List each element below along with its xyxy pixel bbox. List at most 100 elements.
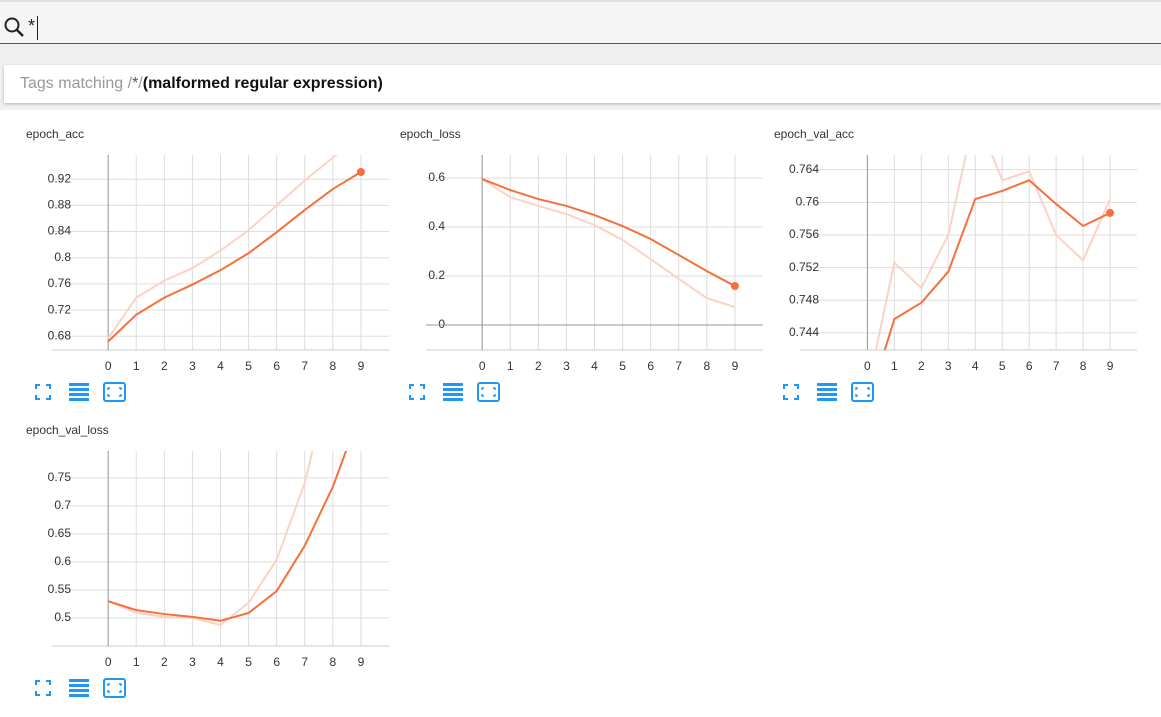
icon bbox=[443, 383, 463, 386]
icon bbox=[443, 393, 463, 396]
y-tick-label: 0.8 bbox=[54, 250, 71, 264]
chart-title: epoch_loss bbox=[400, 127, 461, 141]
icon bbox=[69, 679, 89, 682]
y-tick-label: 0.744 bbox=[789, 325, 819, 339]
last-point bbox=[730, 282, 739, 291]
icon bbox=[443, 388, 463, 391]
icon bbox=[69, 398, 89, 401]
x-tick-label: 8 bbox=[329, 359, 336, 373]
series-line bbox=[874, 155, 1111, 350]
icon bbox=[69, 694, 89, 697]
icon bbox=[69, 689, 89, 692]
x-tick-label: 1 bbox=[507, 359, 514, 373]
y-tick-label: 0.748 bbox=[789, 292, 819, 306]
x-tick-label: 3 bbox=[189, 655, 196, 669]
fit-domain-button[interactable] bbox=[103, 678, 126, 698]
last-point bbox=[356, 168, 365, 177]
x-tick-label: 9 bbox=[358, 655, 365, 669]
x-tick-label: 2 bbox=[918, 359, 925, 373]
icon bbox=[107, 387, 122, 397]
x-tick-label: 0 bbox=[479, 359, 486, 373]
log-scale-button[interactable] bbox=[69, 383, 89, 401]
x-tick-label: 0 bbox=[864, 359, 871, 373]
icon bbox=[103, 382, 126, 402]
x-tick-label: 0 bbox=[105, 655, 112, 669]
icon bbox=[69, 684, 89, 687]
x-tick-label: 7 bbox=[301, 655, 308, 669]
x-tick-label: 5 bbox=[245, 359, 252, 373]
x-tick-label: 7 bbox=[301, 359, 308, 373]
series-line bbox=[481, 178, 736, 287]
x-tick-label: 4 bbox=[591, 359, 598, 373]
x-tick-label: 9 bbox=[732, 359, 739, 373]
series-line bbox=[107, 171, 362, 343]
x-tick-label: 4 bbox=[217, 359, 224, 373]
log-scale-button[interactable] bbox=[443, 383, 463, 401]
plot bbox=[107, 155, 365, 343]
y-tick-label: 0.88 bbox=[48, 198, 72, 212]
fullscreen-button[interactable] bbox=[35, 680, 51, 696]
x-tick-label: 2 bbox=[161, 359, 168, 373]
x-tick-label: 0 bbox=[105, 359, 112, 373]
y-tick-label: 0.764 bbox=[789, 162, 819, 176]
x-tick-label: 5 bbox=[999, 359, 1006, 373]
tag-suffix: / bbox=[138, 75, 143, 92]
icon bbox=[783, 384, 799, 400]
fit-domain-button[interactable] bbox=[477, 382, 500, 402]
icon bbox=[817, 393, 837, 396]
x-tick-label: 4 bbox=[972, 359, 979, 373]
fullscreen-button[interactable] bbox=[35, 384, 51, 400]
x-tick-label: 8 bbox=[703, 359, 710, 373]
y-tick-label: 0.6 bbox=[54, 554, 71, 568]
fullscreen-button[interactable] bbox=[409, 384, 425, 400]
y-tick-label: 0.2 bbox=[428, 268, 445, 282]
x-tick-label: 5 bbox=[245, 655, 252, 669]
x-tick-label: 2 bbox=[535, 359, 542, 373]
series-line bbox=[481, 178, 736, 309]
log-scale-button[interactable] bbox=[69, 679, 89, 697]
icon bbox=[107, 683, 122, 693]
x-tick-label: 9 bbox=[1107, 359, 1114, 373]
x-tick-label: 1 bbox=[133, 655, 140, 669]
chart-title: epoch_val_loss bbox=[26, 423, 109, 437]
y-tick-label: 0.5 bbox=[54, 610, 71, 624]
x-tick-label: 6 bbox=[273, 359, 280, 373]
last-point bbox=[1106, 208, 1115, 217]
x-tick-label: 3 bbox=[189, 359, 196, 373]
fit-domain-button[interactable] bbox=[851, 382, 874, 402]
x-tick-label: 7 bbox=[1053, 359, 1060, 373]
search-input[interactable]: * bbox=[28, 16, 36, 36]
caret bbox=[37, 16, 38, 40]
series-line bbox=[107, 451, 314, 627]
search-icon bbox=[4, 17, 24, 37]
fit-domain-button[interactable] bbox=[103, 382, 126, 402]
log-scale-button[interactable] bbox=[817, 383, 837, 401]
y-tick-label: 0.756 bbox=[789, 227, 819, 241]
x-tick-label: 7 bbox=[675, 359, 682, 373]
y-tick-label: 0.65 bbox=[48, 526, 72, 540]
last-point bbox=[357, 407, 365, 415]
x-tick-label: 5 bbox=[619, 359, 626, 373]
tag-note: (malformed regular expression) bbox=[142, 75, 383, 92]
icon bbox=[851, 382, 874, 402]
search-bar: * bbox=[0, 0, 1161, 44]
fullscreen-button[interactable] bbox=[783, 384, 799, 400]
icon bbox=[69, 393, 89, 396]
series-line bbox=[883, 179, 1111, 350]
y-tick-label: 0.7 bbox=[54, 498, 71, 512]
y-tick-label: 0.84 bbox=[48, 224, 72, 238]
icon bbox=[409, 384, 425, 400]
plot bbox=[107, 407, 365, 627]
tag-prefix: Tags matching / bbox=[20, 75, 133, 92]
icon bbox=[443, 398, 463, 401]
x-tick-label: 6 bbox=[1026, 359, 1033, 373]
icon bbox=[35, 384, 51, 400]
chart-title: epoch_val_acc bbox=[774, 127, 854, 141]
y-tick-label: 0.68 bbox=[48, 328, 72, 342]
x-tick-label: 4 bbox=[217, 655, 224, 669]
x-tick-label: 2 bbox=[161, 655, 168, 669]
y-tick-label: 0.75 bbox=[48, 470, 72, 484]
plot bbox=[874, 155, 1115, 350]
icon bbox=[477, 382, 500, 402]
